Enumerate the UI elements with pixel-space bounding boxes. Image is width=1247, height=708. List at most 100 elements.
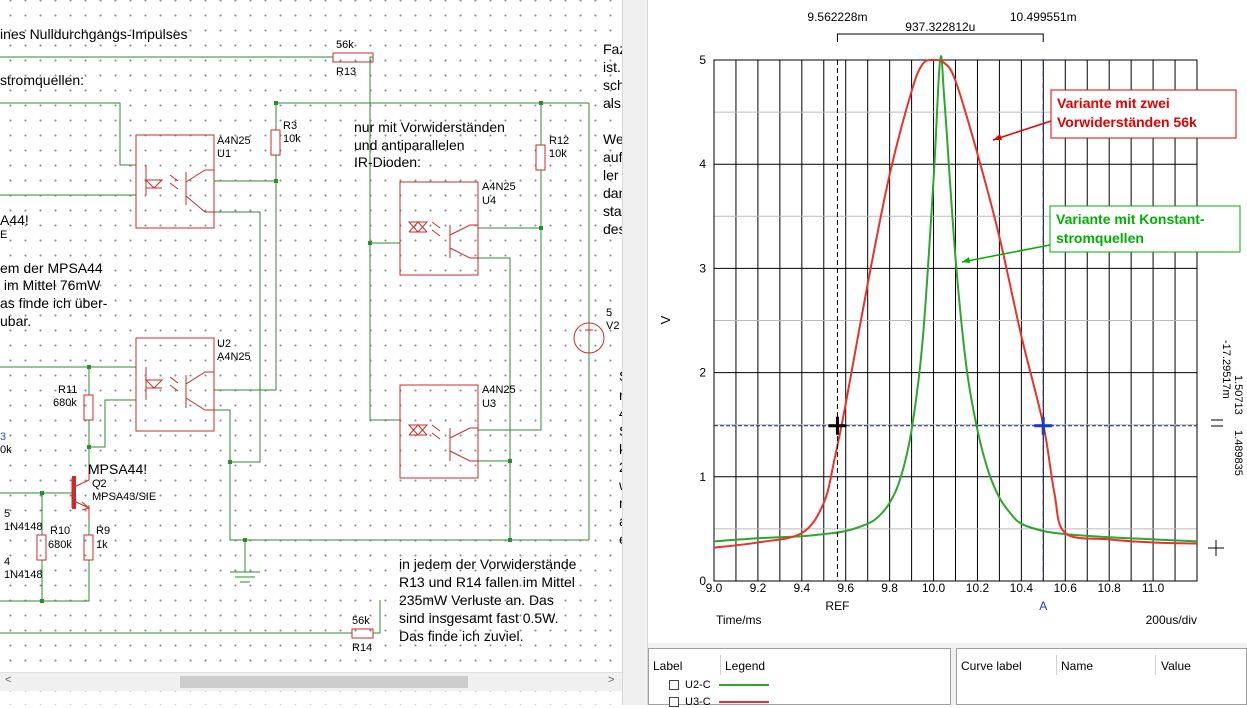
u4-type: A4N25 bbox=[482, 181, 516, 193]
annotation-red-arrow bbox=[992, 120, 1052, 141]
q2-name: Q2 bbox=[92, 478, 107, 490]
series-line-u2-c bbox=[713, 55, 1198, 543]
scroll-right-arrow[interactable]: > bbox=[608, 674, 615, 686]
y-tick-label: 3 bbox=[699, 261, 706, 275]
legend-checkbox-u3c[interactable] bbox=[669, 697, 679, 707]
r9-name: R9 bbox=[96, 525, 111, 537]
u1-name: U1 bbox=[217, 148, 232, 160]
annotation-red-box bbox=[1050, 89, 1237, 139]
u4-name: U4 bbox=[482, 195, 497, 207]
note-we-3: ler bbox=[603, 167, 619, 183]
legend-item-u2c[interactable]: U2-C bbox=[669, 679, 769, 691]
note-s-col-8: a bbox=[619, 513, 622, 531]
note-vorwid-1: nur mit Vorwiderständen bbox=[354, 119, 505, 135]
cursor-ref-value: 9.562228m bbox=[807, 10, 867, 24]
scroll-left-arrow[interactable]: < bbox=[5, 674, 12, 686]
note-bottom-3: 235mW Verluste an. Das bbox=[399, 592, 554, 608]
cursor-ref-label: REF bbox=[825, 599, 849, 613]
r10-value: 680k bbox=[48, 539, 72, 551]
legend-label-u3c: U3-C bbox=[685, 696, 711, 708]
note-we-5: stat bbox=[603, 203, 622, 219]
note-s-col-9: e bbox=[619, 531, 622, 549]
r3-name: R3 bbox=[283, 120, 298, 132]
scroll-thumb[interactable] bbox=[180, 676, 468, 688]
r11-value: 680k bbox=[53, 397, 77, 409]
note-s-col-1: n bbox=[619, 387, 622, 405]
r9-value: 1k bbox=[96, 539, 108, 551]
r12-name: R12 bbox=[549, 135, 570, 147]
series-line-u3-c bbox=[713, 58, 1198, 549]
annotation-red-line1: Variante mit zwei bbox=[1057, 95, 1170, 111]
note-stromquellen: stromquellen: bbox=[0, 72, 85, 88]
u3-name: U3 bbox=[482, 398, 497, 410]
note-fazit-3: sch bbox=[603, 77, 622, 93]
note-we-6: des bbox=[603, 221, 622, 237]
u3-type: A4N25 bbox=[482, 384, 516, 396]
d5-num: 5 bbox=[4, 508, 11, 520]
annotation-red-line2: Vorwiderständen 56k bbox=[1057, 114, 1197, 130]
note-s-col-2: 4 bbox=[619, 405, 622, 423]
annotation-green-arrow bbox=[961, 244, 1051, 263]
schematic-horizontal-scrollbar[interactable]: < > bbox=[0, 672, 622, 691]
schematic-wiring bbox=[0, 52, 605, 639]
u2-name: U2 bbox=[217, 338, 232, 350]
annotation-green-box bbox=[1049, 205, 1241, 253]
y-tick-label: 5 bbox=[699, 53, 706, 67]
x-tick-label: 9.6 bbox=[837, 581, 854, 595]
note-loss-left-1: em der MPSA44 bbox=[0, 260, 103, 276]
legend-checkbox-u2c[interactable] bbox=[669, 680, 679, 690]
pane-splitter[interactable] bbox=[622, 0, 648, 705]
x-tick-label: 9.8 bbox=[881, 581, 898, 595]
x-tick-label: 9.2 bbox=[750, 581, 767, 595]
schematic-canvas[interactable]: ines Nulldurchgangs-Impulses stromquelle… bbox=[0, 0, 622, 705]
v2-name: V2 bbox=[606, 320, 620, 332]
note-loss-left-2: im Mittel 76mW bbox=[0, 277, 101, 293]
r14-name: R14 bbox=[352, 642, 373, 654]
note-s-col-4: k bbox=[619, 441, 622, 459]
x-tick-label: 10.8 bbox=[1098, 581, 1122, 595]
r13-name: R13 bbox=[336, 66, 357, 78]
cursor-a-label: A bbox=[1039, 599, 1047, 613]
annotation-green-line2: stromquellen bbox=[1056, 230, 1144, 246]
note-we-1: We bbox=[603, 131, 622, 147]
note-vorwid-3: IR-Dioden: bbox=[354, 154, 421, 170]
note-fazit-2: ist.I bbox=[603, 59, 622, 75]
legend-item-u3c[interactable]: U3-C bbox=[669, 696, 769, 708]
note-bottom-5: Das finde ich zuviel. bbox=[399, 628, 524, 644]
curve-col-value: Value bbox=[1161, 659, 1191, 673]
note-fazit-4: als bbox=[603, 95, 621, 111]
y-axis-label: V bbox=[658, 315, 673, 324]
d4-type: 1N4148 bbox=[4, 569, 43, 581]
note-s-col-5: 2 bbox=[619, 459, 622, 477]
x-axis-label: Time/ms bbox=[716, 613, 762, 627]
y-tick-label: 2 bbox=[699, 366, 706, 380]
d4-num: 4 bbox=[4, 556, 11, 568]
x-tick-label: 10.2 bbox=[966, 581, 990, 595]
annotation-red-arrowhead bbox=[993, 134, 1002, 140]
legend-col-label: Label bbox=[653, 659, 683, 673]
right-hline-mark bbox=[1211, 419, 1223, 427]
note-bottom-4: sind insgesamt fast 0.5W. bbox=[399, 610, 559, 626]
plot-frame bbox=[713, 59, 1198, 582]
q2-type: MPSA43/SIE bbox=[92, 491, 157, 503]
curve-panel: Curve label Name Value bbox=[956, 648, 1247, 705]
r12-value: 10k bbox=[549, 148, 567, 160]
curve-col-label: Curve label bbox=[961, 659, 1022, 673]
note-loss-left-3: as finde ich über- bbox=[0, 295, 108, 311]
annotation-green-arrowhead bbox=[962, 257, 970, 263]
x-tick-label: 11.0 bbox=[1142, 581, 1165, 595]
legend-pane: Label Legend U2-C U3-C Curve label Name … bbox=[648, 643, 1247, 708]
r10-name: R10 bbox=[50, 525, 71, 537]
y-tick-label: 1 bbox=[699, 470, 706, 484]
note-title: ines Nulldurchgangs-Impulses bbox=[0, 26, 188, 42]
waveform-chart[interactable]: 9.0 9.2 9.4 9.6 9.8 10.0 10.2 10.4 10.6 10.8 11.0 0… bbox=[648, 0, 1247, 643]
curve-col-name: Name bbox=[1061, 659, 1094, 673]
d5-type: 1N4148 bbox=[4, 521, 43, 533]
note-s-col-7: n bbox=[619, 495, 622, 513]
right-readout-1: -17.29517m bbox=[1220, 340, 1232, 399]
right-readout-3: 1.489835 bbox=[1232, 430, 1244, 476]
legend-panel: Label Legend U2-C U3-C bbox=[648, 648, 951, 708]
x-tick-label: 10.4 bbox=[1010, 581, 1034, 595]
cursor-ref-marker bbox=[828, 416, 847, 435]
x-div-label: 200us/div bbox=[1146, 613, 1197, 627]
